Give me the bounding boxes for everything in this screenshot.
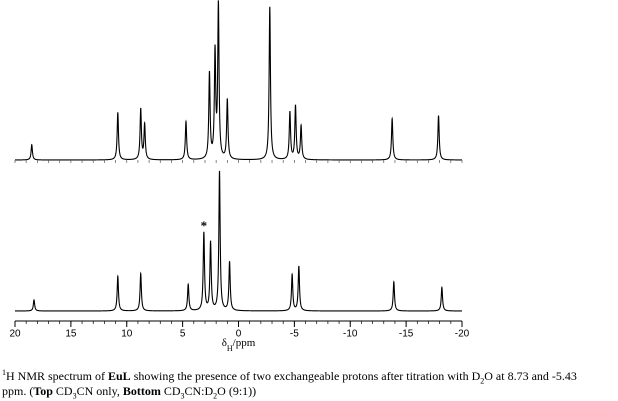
caption: 1H NMR spectrum of EuL showing the prese… <box>2 368 602 401</box>
x-tick-label: -5 <box>290 329 299 340</box>
x-tick-label: -15 <box>399 329 414 340</box>
x-axis-label-part: δ <box>222 337 227 349</box>
x-tick-label: 0 <box>236 329 242 340</box>
caption-run: Top <box>33 384 53 398</box>
caption-run: CN only, <box>76 384 123 398</box>
annotation: * <box>201 218 208 233</box>
caption-run: O (9:1)) <box>217 384 257 398</box>
x-tick-label: -10 <box>343 329 358 340</box>
x-tick-label: 10 <box>121 329 133 340</box>
caption-run: EuL <box>108 369 131 383</box>
x-tick-label: 5 <box>180 329 186 340</box>
caption-run: 3 <box>72 391 77 401</box>
x-axis-label-part: H <box>227 344 233 353</box>
caption-run: CD <box>52 384 73 398</box>
caption-run: 3 <box>180 391 185 401</box>
caption-run: Bottom <box>122 384 161 398</box>
x-axis-label-part: /ppm <box>233 337 256 349</box>
caption-run: showing the presence of two exchangeable… <box>130 369 481 383</box>
caption-run: O at 8.73 and -5.43 ppm. ( <box>2 369 577 398</box>
spectrum-trace <box>15 170 462 312</box>
chart: * 20 15 10 5 0 -5 -10 -15 -20 δH/ppm <box>9 0 470 353</box>
x-axis-label: δH/ppm <box>222 337 256 353</box>
caption-run: 2 <box>213 391 218 401</box>
caption-run: CD <box>160 384 181 398</box>
x-tick-label: 20 <box>9 329 21 340</box>
spectrum-trace <box>15 0 462 161</box>
caption-run: 1 <box>2 368 6 377</box>
x-tick-label: 15 <box>65 329 77 340</box>
caption-run: H NMR spectrum of <box>6 369 108 383</box>
caption-run: 2 <box>480 376 485 386</box>
x-tick-label: -20 <box>455 329 470 340</box>
caption-run: CN:D <box>184 384 214 398</box>
